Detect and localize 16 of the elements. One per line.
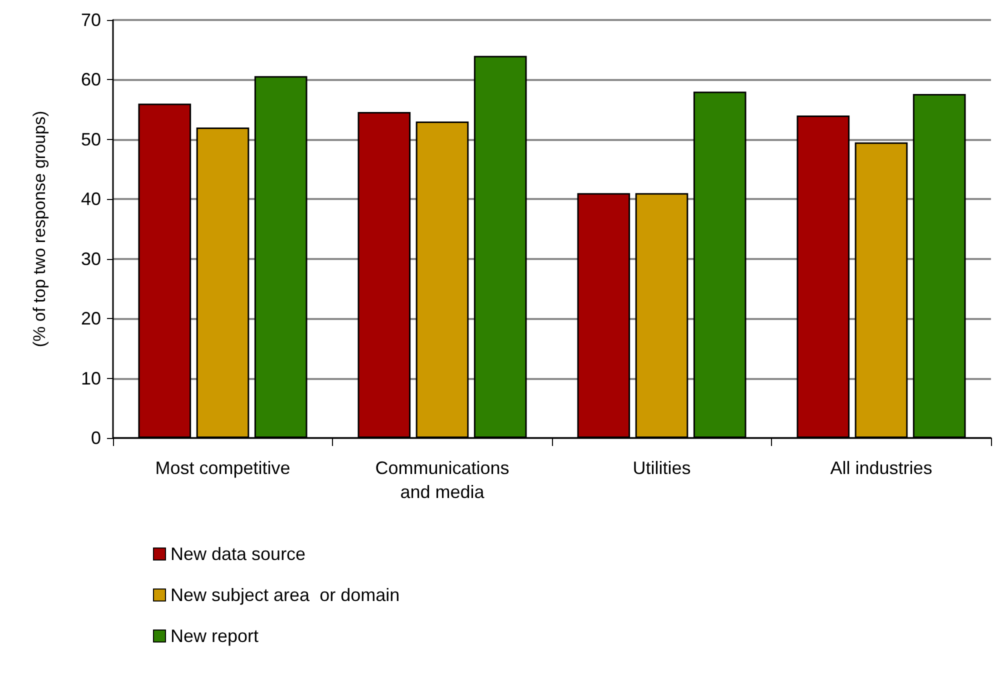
x-tick-label: Communications and media [375,458,510,502]
y-tick-label: 0 [90,428,101,448]
y-tick-label: 10 [80,368,101,388]
y-tick-label: 50 [80,129,101,150]
y-tick-label: 30 [80,248,101,269]
y-tick-label: 20 [80,308,101,329]
legend-label: New data source [170,544,306,564]
legend-label: New report [170,626,259,646]
x-tick-label: Utilities [632,458,691,478]
y-tick-label: 40 [80,189,101,210]
x-tick-label: Most competitive [155,458,290,478]
x-tick-label: All industries [830,458,932,478]
y-tick-label: 70 [80,10,101,30]
y-axis-title: (% of top two response groups) [30,110,49,348]
legend-label: New subject area or domain [170,585,400,605]
y-tick-label: 60 [80,70,101,90]
